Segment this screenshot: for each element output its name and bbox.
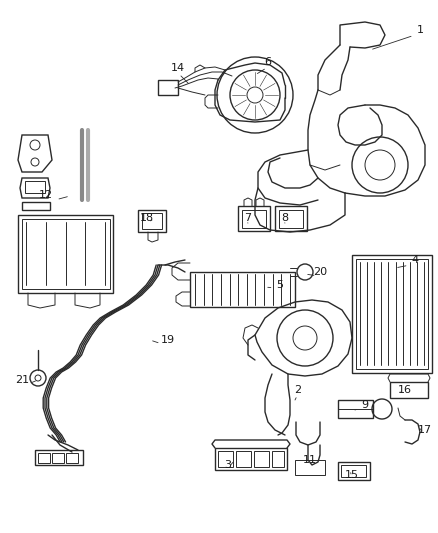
Text: 2: 2	[294, 385, 301, 395]
Bar	[352, 255, 432, 373]
Bar	[295, 460, 325, 475]
Bar	[215, 448, 287, 470]
Bar	[38, 453, 50, 463]
Bar	[142, 213, 162, 229]
Text: 21: 21	[15, 375, 29, 385]
Bar	[35, 450, 83, 465]
Bar	[158, 80, 178, 95]
Bar	[66, 453, 78, 463]
Bar	[390, 382, 428, 398]
Bar	[356, 259, 428, 369]
Bar	[22, 202, 50, 210]
Text: 12: 12	[39, 190, 53, 200]
Text: 4: 4	[411, 255, 419, 265]
Bar	[218, 451, 233, 467]
Text: 8: 8	[282, 213, 289, 223]
Bar	[341, 465, 366, 477]
Text: 19: 19	[161, 335, 175, 345]
Text: 14: 14	[171, 63, 185, 73]
Text: 6: 6	[265, 57, 272, 67]
Bar	[242, 210, 266, 228]
Text: 18: 18	[140, 213, 154, 223]
Bar	[190, 272, 295, 307]
Bar	[338, 462, 370, 480]
Bar	[52, 453, 64, 463]
Text: 20: 20	[313, 267, 327, 277]
Bar	[272, 451, 284, 467]
Bar	[275, 206, 307, 231]
Bar	[236, 451, 251, 467]
Text: 9: 9	[361, 400, 368, 410]
Bar	[279, 210, 303, 228]
Bar	[238, 206, 270, 231]
Bar	[138, 210, 166, 232]
Text: 17: 17	[418, 425, 432, 435]
Text: 11: 11	[303, 455, 317, 465]
Bar	[25, 181, 45, 193]
Text: 5: 5	[276, 280, 283, 290]
Text: 15: 15	[345, 470, 359, 480]
Text: 7: 7	[244, 213, 251, 223]
Bar	[22, 219, 110, 289]
Bar	[18, 215, 113, 293]
Text: 1: 1	[417, 25, 424, 35]
Text: 3: 3	[225, 460, 232, 470]
Text: 16: 16	[398, 385, 412, 395]
Bar	[338, 400, 373, 418]
Bar	[254, 451, 269, 467]
